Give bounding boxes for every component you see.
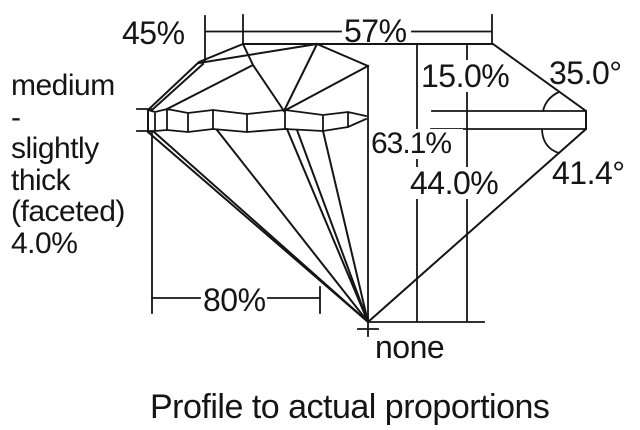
star-length-label: 45% [122,15,185,51]
girdle-band [146,108,368,134]
pavilion-angle-label: 41.4° [552,155,625,191]
girdle-line-6: 4.0% [11,226,78,260]
pavilion-angle-arc [541,129,561,155]
crown-angle-label: 35.0° [549,55,622,91]
total-depth-label: 63.1% [371,129,463,159]
diagram-caption: Profile to actual proportions [150,388,550,426]
girdle-line-1: medium [11,69,115,102]
girdle-line-5: (faceted) [11,195,125,228]
girdle-line-2: - [11,100,21,134]
pavilion-facet-lines [151,127,370,324]
dimension-lines [136,14,493,337]
crown-angle-arc [541,90,561,113]
girdle-line-3: slightly [11,132,99,165]
girdle-description: medium - slightly thick (faceted) 4.0% [11,70,125,259]
culet-label: none [375,329,445,365]
crown-height-label: 15.0% [421,58,510,94]
extension-lines [151,43,587,323]
crown-facet-lines [150,42,370,113]
pavilion-depth-label: 44.0% [410,165,499,201]
table-size-label: 57% [344,13,407,49]
lower-girdle-length-label: 80% [203,282,266,318]
girdle-line-4: thick [11,163,71,197]
